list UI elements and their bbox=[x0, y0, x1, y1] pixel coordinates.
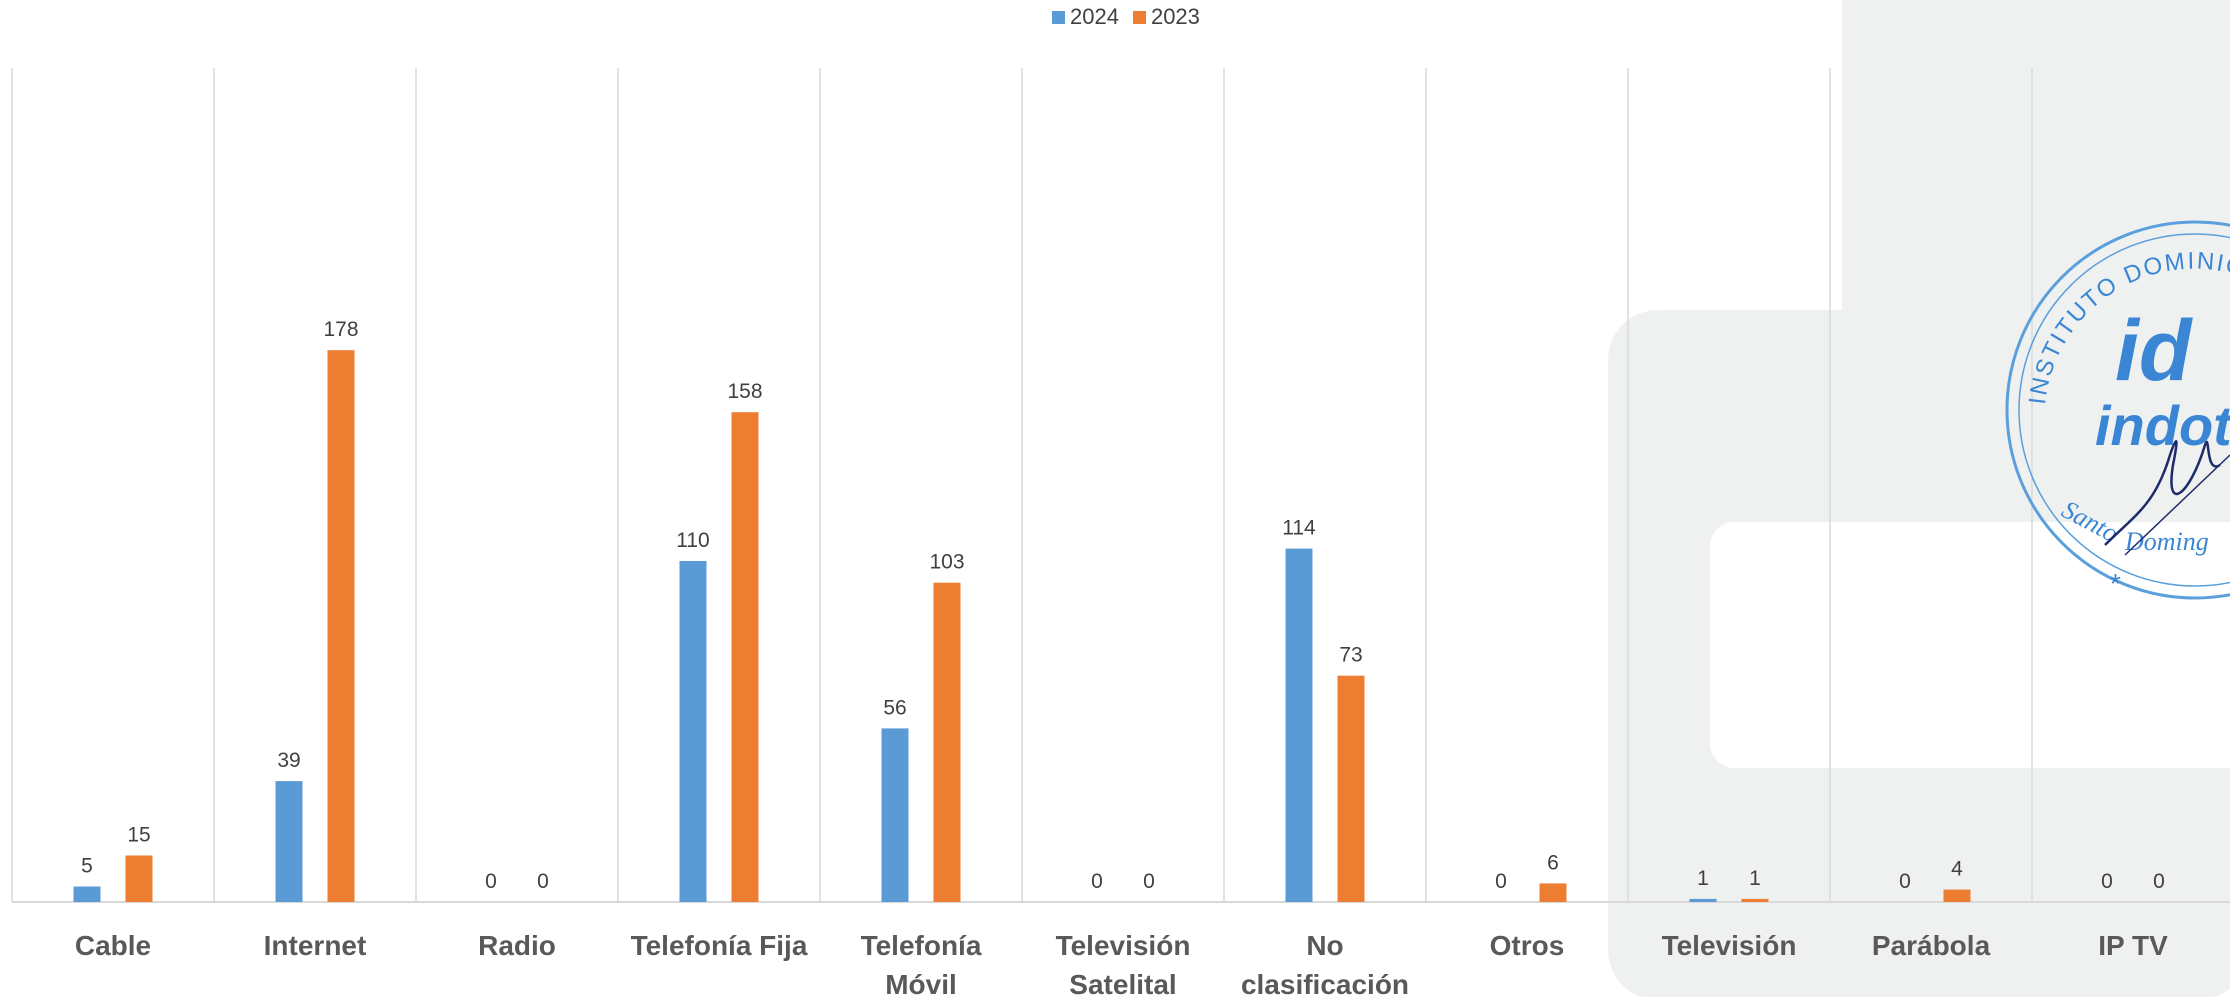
data-label-2023-5: 0 bbox=[1143, 870, 1155, 893]
seal-star: * bbox=[2110, 568, 2121, 599]
bar-2023-3 bbox=[731, 412, 759, 902]
data-label-2023-3: 158 bbox=[727, 380, 762, 403]
data-label-2024-6: 114 bbox=[1282, 517, 1316, 540]
seal-city-text: Santo bbox=[2057, 495, 2123, 548]
bar-2023-7 bbox=[1539, 883, 1567, 902]
handwritten-signature bbox=[2104, 440, 2221, 546]
data-label-2024-4: 56 bbox=[883, 696, 906, 719]
category-label-1: Internet bbox=[264, 930, 367, 961]
category-label-5: Satelital bbox=[1069, 969, 1176, 997]
data-label-2023-2: 0 bbox=[537, 870, 549, 893]
seal-logo-mark: id bbox=[2115, 303, 2193, 399]
legend-swatch-2023 bbox=[1132, 10, 1146, 24]
legend-swatch-2024 bbox=[1052, 10, 1065, 24]
category-label-9: Parábola bbox=[1872, 930, 1991, 961]
legend-label-2024: 2024 bbox=[1070, 4, 1119, 29]
bar-2023-4 bbox=[933, 582, 961, 902]
category-label-3: Telefonía Fija bbox=[631, 930, 808, 961]
data-label-2024-2: 0 bbox=[485, 870, 497, 893]
data-label-2024-8: 1 bbox=[1697, 867, 1709, 890]
data-label-2023-7: 6 bbox=[1547, 851, 1559, 874]
chart-legend: 2024 2023 bbox=[1052, 4, 1200, 30]
data-label-2023-6: 73 bbox=[1339, 644, 1362, 667]
bar-2024-3 bbox=[679, 561, 707, 902]
category-label-6: clasificación bbox=[1241, 969, 1409, 997]
indotel-seal-stamp: INSTITUTO DOMINICANO DE LAS id indot San… bbox=[2005, 215, 2230, 600]
category-label-8: Televisión bbox=[1662, 930, 1797, 961]
background-panel-inset bbox=[1710, 522, 2230, 768]
legend-label-2023: 2023 bbox=[1150, 4, 1200, 29]
data-label-2024-9: 0 bbox=[1899, 870, 1911, 893]
bar-2023-1 bbox=[327, 350, 355, 902]
data-label-2024-5: 0 bbox=[1091, 870, 1103, 893]
category-label-10: IP TV bbox=[2098, 930, 2168, 961]
data-label-2023-10: 0 bbox=[2153, 870, 2165, 893]
category-label-4: Telefonía bbox=[861, 930, 982, 961]
category-label-2: Radio bbox=[478, 930, 556, 961]
bar-2024-1 bbox=[275, 781, 303, 902]
bar-2023-0 bbox=[125, 855, 153, 902]
bar-2023-6 bbox=[1337, 675, 1365, 902]
bar-2023-8 bbox=[1741, 898, 1769, 902]
bar-2023-9 bbox=[1943, 889, 1971, 902]
data-label-2024-10: 0 bbox=[2101, 870, 2113, 893]
seal-city-text-2: Doming bbox=[2124, 527, 2209, 556]
bar-2024-6 bbox=[1285, 548, 1313, 902]
data-label-2023-9: 4 bbox=[1951, 858, 1963, 881]
category-label-0: Cable bbox=[75, 930, 151, 961]
bar-2024-4 bbox=[881, 728, 909, 902]
category-label-4: Móvil bbox=[885, 969, 957, 997]
legend-item-2024: 2024 bbox=[1052, 4, 1119, 30]
data-label-2024-1: 39 bbox=[277, 749, 300, 772]
data-label-2024-3: 110 bbox=[676, 529, 709, 552]
legend-item-2023: 2023 bbox=[1132, 4, 1200, 30]
bar-2024-0 bbox=[73, 886, 101, 902]
category-label-5: Televisión bbox=[1056, 930, 1191, 961]
background-panel-upper bbox=[1842, 0, 2230, 330]
category-label-7: Otros bbox=[1490, 930, 1565, 961]
data-label-2023-1: 178 bbox=[323, 318, 358, 341]
data-label-2023-8: 1 bbox=[1749, 867, 1761, 890]
category-label-6: No bbox=[1306, 930, 1343, 961]
data-label-2023-0: 15 bbox=[127, 824, 150, 847]
data-label-2024-0: 5 bbox=[81, 855, 93, 878]
seal-logo-word: indot bbox=[2095, 394, 2230, 457]
data-label-2024-7: 0 bbox=[1495, 870, 1507, 893]
data-label-2023-4: 103 bbox=[929, 551, 964, 574]
bar-2024-8 bbox=[1689, 898, 1717, 902]
